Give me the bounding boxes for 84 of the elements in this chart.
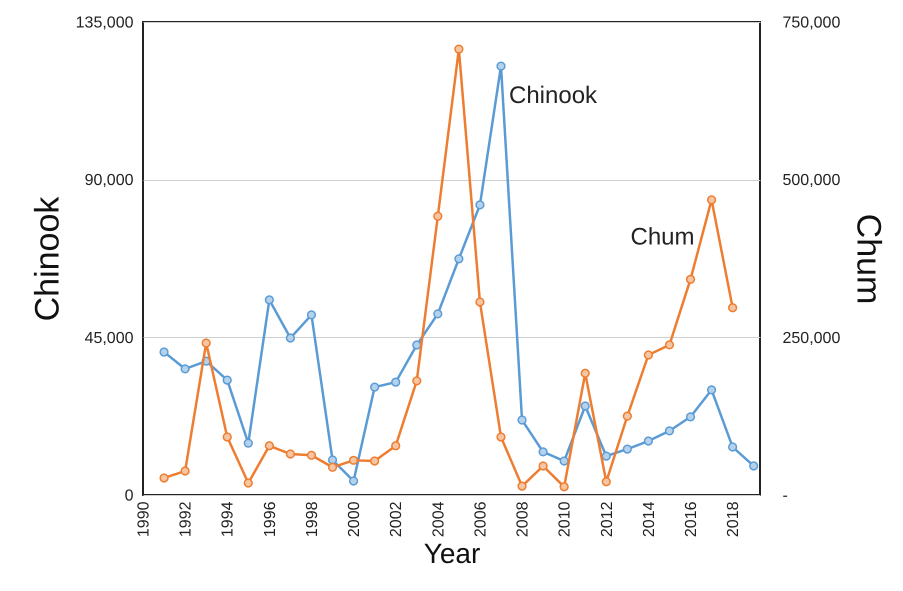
- point: [348, 456, 358, 465]
- point: [517, 482, 527, 491]
- point: [244, 438, 253, 448]
- y-tick-label: 90,000: [84, 172, 134, 190]
- x-tick-label: 2006: [472, 501, 490, 538]
- point: [475, 297, 485, 307]
- point: [580, 401, 590, 411]
- y-tick-label: 0: [124, 488, 134, 504]
- point: [686, 412, 696, 422]
- series-label: Chinook: [508, 82, 598, 110]
- point: [244, 478, 253, 488]
- y-axis-title: Chinook: [28, 196, 67, 322]
- series-label: Chum: [630, 223, 695, 250]
- y2-tick-label: 250,000: [782, 330, 840, 347]
- x-tick-label: 1996: [262, 501, 279, 538]
- point: [475, 200, 485, 210]
- y2-axis-title: Chum: [849, 214, 888, 304]
- point: [602, 477, 611, 486]
- point: [560, 482, 569, 492]
- point: [622, 444, 632, 454]
- x-tick-label: 1990: [136, 501, 152, 538]
- point: [538, 447, 548, 457]
- point: [391, 378, 400, 387]
- x-tick-label: 2012: [598, 501, 616, 538]
- point: [686, 274, 696, 284]
- point: [159, 347, 169, 357]
- point: [264, 441, 274, 450]
- point: [412, 340, 422, 350]
- point: [264, 295, 274, 304]
- point: [370, 456, 380, 466]
- point: [286, 449, 296, 459]
- point: [412, 376, 422, 386]
- x-tick-label: 2014: [640, 501, 658, 538]
- point: [664, 426, 674, 436]
- x-tick-label: 1998: [304, 501, 321, 538]
- point: [306, 450, 316, 460]
- x-tick-label: 2002: [388, 501, 406, 538]
- y-tick-label: 135,000: [76, 14, 134, 32]
- point: [328, 462, 338, 472]
- point: [433, 309, 442, 318]
- point: [580, 368, 590, 378]
- point: [496, 62, 506, 71]
- point: [180, 466, 190, 476]
- x-tick-label: 2004: [430, 501, 448, 538]
- point: [391, 441, 400, 450]
- y-tick-label: 45,000: [84, 330, 134, 347]
- y2-tick-label: 750,000: [782, 14, 840, 32]
- y2-tick-label: 500,000: [782, 172, 840, 190]
- x-tick-label: 2000: [346, 501, 364, 538]
- point: [622, 412, 632, 421]
- point: [370, 382, 380, 392]
- point: [538, 461, 548, 471]
- point: [306, 310, 316, 320]
- x-tick-label: 1992: [178, 501, 195, 538]
- point: [644, 436, 654, 446]
- point: [560, 456, 569, 466]
- point: [728, 303, 738, 312]
- y2-tick-label: -: [782, 488, 788, 504]
- x-tick-label: 1994: [220, 501, 237, 538]
- point: [222, 432, 232, 442]
- point: [644, 350, 654, 360]
- x-tick-label: 2018: [725, 501, 742, 538]
- point: [159, 473, 169, 483]
- x-tick-label: 2016: [683, 501, 700, 538]
- point: [454, 44, 464, 54]
- point: [328, 455, 338, 465]
- x-tick-label: 2008: [514, 501, 532, 538]
- x-axis-title: Year: [424, 538, 480, 570]
- point: [602, 451, 611, 461]
- point: [664, 340, 674, 350]
- point: [517, 415, 527, 425]
- point: [728, 442, 738, 452]
- point: [496, 432, 506, 442]
- point: [286, 333, 296, 343]
- point: [454, 254, 464, 264]
- point: [180, 364, 190, 374]
- point: [202, 338, 211, 348]
- point: [749, 461, 758, 471]
- point: [433, 212, 442, 221]
- point: [348, 476, 358, 486]
- point: [706, 385, 716, 395]
- x-tick-label: 2010: [556, 501, 574, 538]
- point: [222, 375, 232, 385]
- point: [706, 195, 716, 204]
